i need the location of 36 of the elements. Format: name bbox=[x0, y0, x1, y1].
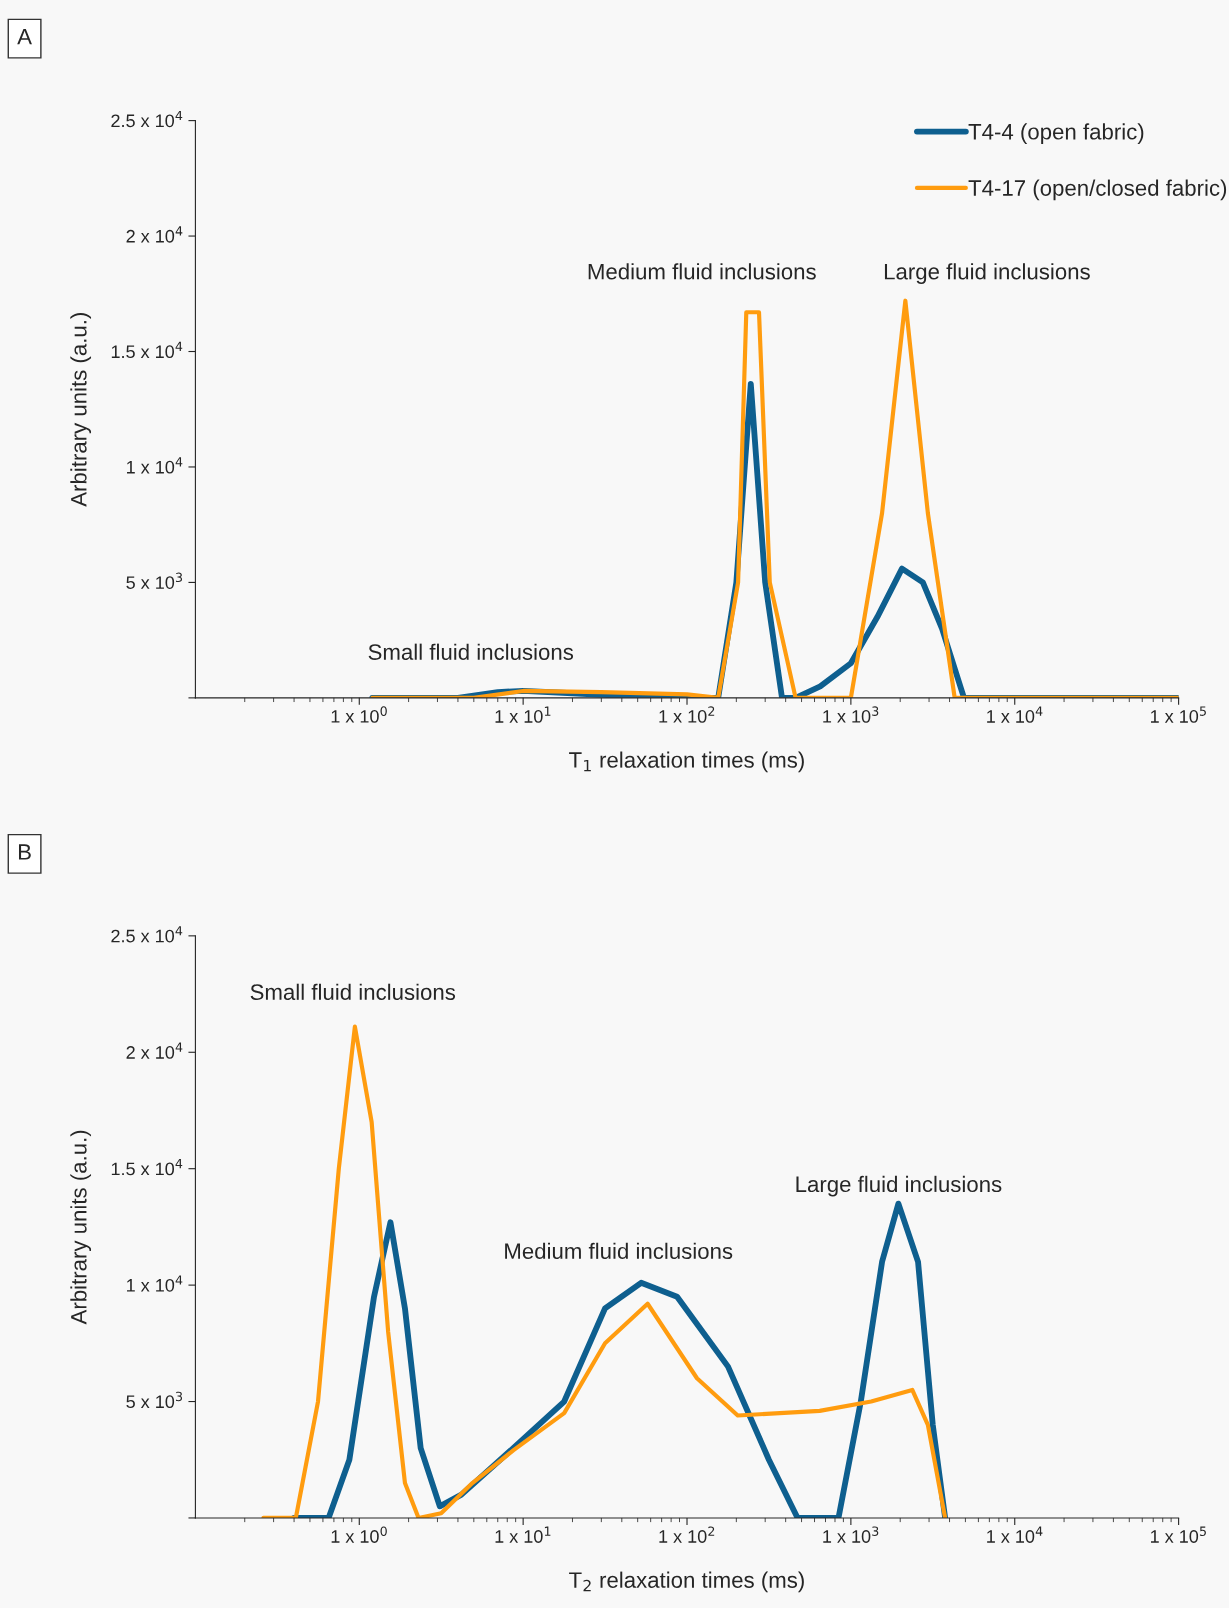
x-tick-label: 1 x 10$^{4}$ bbox=[987, 706, 1043, 723]
annotation: Small fluid inclusions bbox=[368, 643, 574, 660]
x-tick-label: 1 x 10$^{0}$ bbox=[331, 1526, 387, 1543]
legend-label: T4-4 (open fabric) bbox=[968, 123, 1144, 144]
x-tick-label: 1 x 10$^{2}$ bbox=[659, 706, 715, 723]
x-axis-title: T$_{2}$ relaxation times (ms) bbox=[569, 1571, 804, 1593]
x-tick-label: 1 x 10$^{3}$ bbox=[823, 706, 879, 723]
y-tick-label: 2 x 10$^{4}$ bbox=[126, 226, 183, 243]
x-axis-title: T$_{1}$ relaxation times (ms) bbox=[569, 751, 804, 773]
y-tick-label: 1.5 x 10$^{4}$ bbox=[111, 341, 183, 359]
x-tick-label: 1 x 10$^{5}$ bbox=[1151, 706, 1206, 723]
y-axis-title: Arbitrary units (a.u.) bbox=[70, 1130, 92, 1325]
text: A bbox=[17, 29, 32, 45]
x-tick-label: 1 x 10$^{1}$ bbox=[495, 1526, 551, 1543]
x-tick-label: 1 x 10$^{4}$ bbox=[987, 1526, 1043, 1543]
x-tick-label: 1 x 10$^{1}$ bbox=[495, 706, 551, 723]
annotation: Small fluid inclusions bbox=[250, 983, 456, 1001]
y-tick-label: 1 x 10$^{4}$ bbox=[127, 1275, 183, 1292]
annotation: Large fluid inclusions bbox=[796, 1175, 1002, 1197]
x-tick-label: 1 x 10$^{3}$ bbox=[823, 1526, 879, 1543]
y-tick-label: 2.5 x 10$^{4}$ bbox=[111, 110, 183, 128]
text: B bbox=[18, 844, 31, 860]
annotation: Large fluid inclusions bbox=[884, 263, 1090, 284]
y-tick-label: 1.5 x 10$^{4}$ bbox=[111, 1158, 183, 1176]
y-tick-label: 5 x 10$^{3}$ bbox=[126, 1391, 183, 1409]
annotation: Medium fluid inclusions bbox=[588, 263, 816, 280]
y-axis-title: Arbitrary units (a.u.) bbox=[70, 313, 92, 507]
legend-label: T4-17 (open/closed fabric) bbox=[968, 179, 1227, 201]
y-tick-label: 1 x 10$^{4}$ bbox=[127, 457, 183, 474]
x-tick-label: 1 x 10$^{0}$ bbox=[331, 706, 387, 723]
x-tick-label: 1 x 10$^{5}$ bbox=[1151, 1526, 1206, 1543]
y-tick-label: 2 x 10$^{4}$ bbox=[126, 1042, 183, 1059]
x-tick-label: 1 x 10$^{2}$ bbox=[659, 1526, 715, 1543]
y-tick-label: 5 x 10$^{3}$ bbox=[126, 572, 183, 589]
y-tick-label: 2.5 x 10$^{4}$ bbox=[111, 926, 183, 943]
annotation: Medium fluid inclusions bbox=[505, 1242, 733, 1260]
